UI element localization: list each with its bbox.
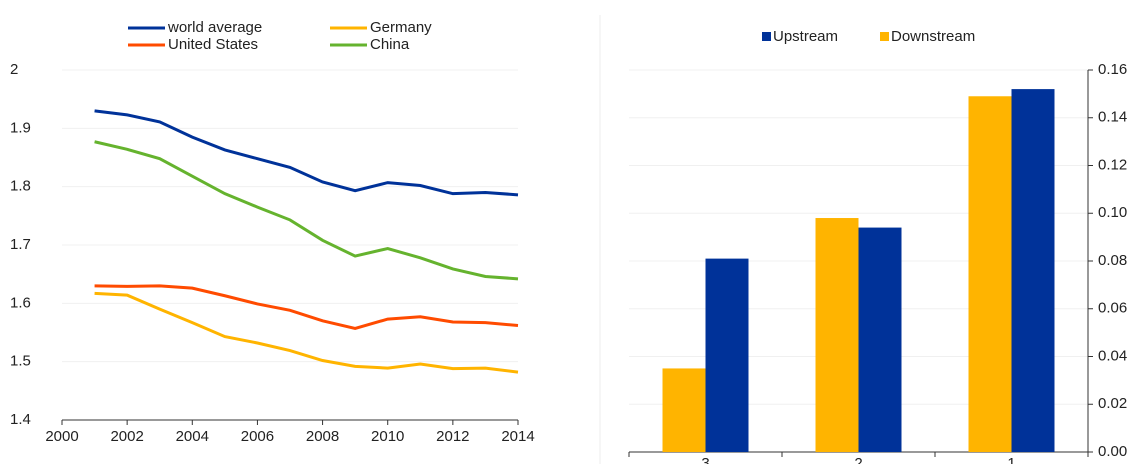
line-series: [94, 284, 519, 330]
y-tick-label: 0.00: [1098, 443, 1127, 460]
y-tick-label: 0.16: [1098, 61, 1127, 78]
legend-label: Upstream: [773, 28, 838, 45]
y-tick-label: 1.6: [10, 294, 31, 311]
x-tick-label: 2000: [45, 428, 78, 445]
y-tick-label: 0.04: [1098, 347, 1127, 364]
bar: [705, 258, 749, 452]
line-series: [94, 140, 519, 281]
x-tick-label: 2006: [241, 428, 274, 445]
bar: [662, 368, 706, 452]
y-tick-label: 0.14: [1098, 109, 1127, 126]
x-tick-label: 2008: [306, 428, 339, 445]
line-series: [94, 291, 519, 374]
y-tick-label: 1.8: [10, 178, 31, 195]
x-tick-label: 3: [701, 455, 709, 464]
legend-label: United States: [168, 36, 258, 53]
bar: [815, 218, 859, 452]
bar: [1011, 89, 1055, 452]
y-tick-label: 1.4: [10, 411, 31, 428]
x-tick-label: 2: [854, 455, 862, 464]
legend-swatch: [762, 32, 771, 41]
y-tick-label: 1.5: [10, 353, 31, 370]
bar: [858, 227, 902, 452]
y-tick-label: 0.08: [1098, 252, 1127, 269]
x-tick-label: 1: [1007, 455, 1015, 464]
x-tick-label: 2014: [501, 428, 534, 445]
y-tick-label: 0.06: [1098, 300, 1127, 317]
y-tick-label: 2: [10, 61, 18, 78]
x-tick-label: 2004: [176, 428, 209, 445]
line-series: [94, 109, 519, 197]
y-tick-label: 0.10: [1098, 204, 1127, 221]
y-tick-label: 0.12: [1098, 156, 1127, 173]
x-tick-label: 2010: [371, 428, 404, 445]
legend-swatch: [880, 32, 889, 41]
bar: [968, 96, 1012, 452]
legend-label: world average: [167, 19, 262, 36]
y-tick-label: 0.02: [1098, 395, 1127, 412]
legend-label: China: [370, 36, 410, 53]
legend-label: Downstream: [891, 28, 975, 45]
x-tick-label: 2002: [110, 428, 143, 445]
y-tick-label: 1.9: [10, 119, 31, 136]
x-tick-label: 2012: [436, 428, 469, 445]
legend-label: Germany: [370, 19, 432, 36]
y-tick-label: 1.7: [10, 236, 31, 253]
